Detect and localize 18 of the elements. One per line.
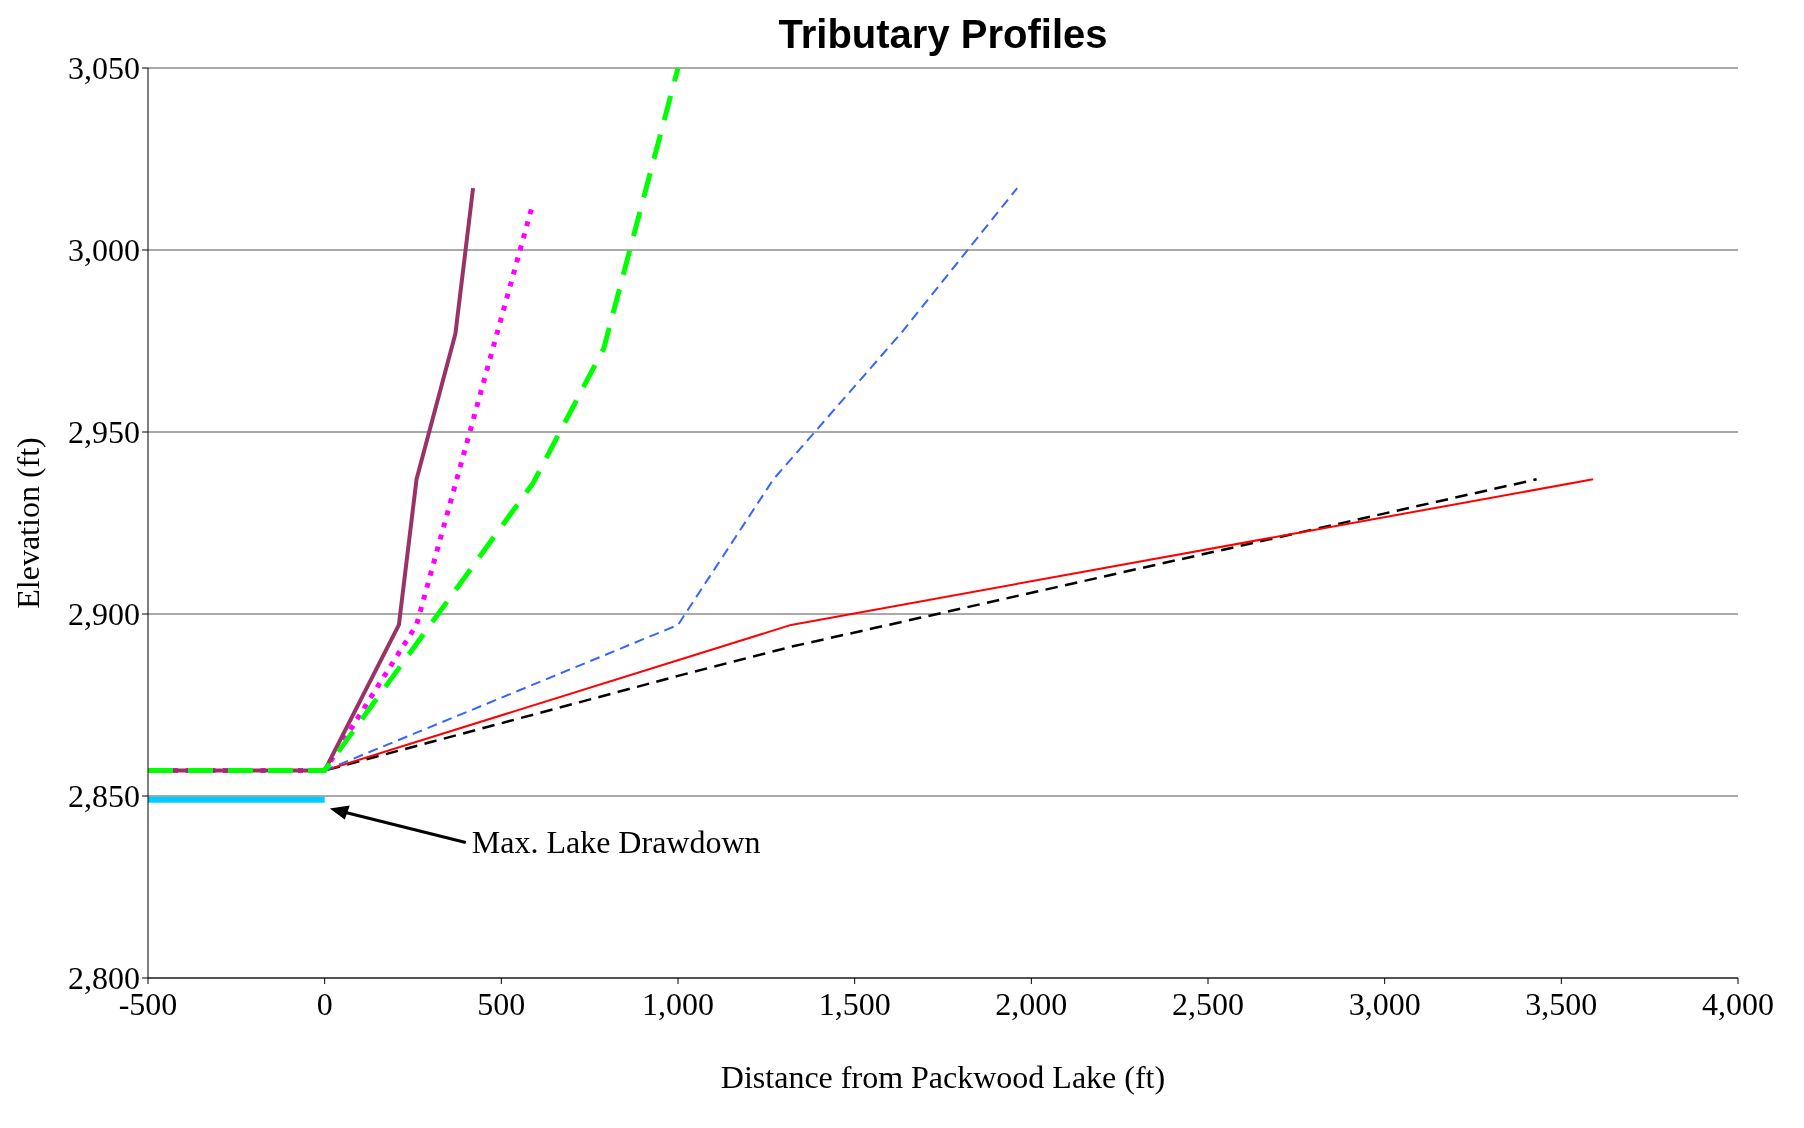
annotation: Max. Lake Drawdown	[471, 823, 761, 860]
x-tick-label: 1,500	[818, 985, 891, 1022]
chart-title: Tributary Profiles	[777, 12, 1109, 57]
y-tick-label: 3,000	[68, 232, 140, 269]
y-tick-label: 2,850	[68, 778, 140, 815]
x-tick-label: 1,000	[642, 985, 714, 1022]
x-tick-label: 500	[477, 985, 526, 1022]
x-tick-label: 4,000	[1702, 985, 1774, 1022]
x-tick-label: 0	[316, 985, 333, 1022]
y-tick-label: 2,950	[68, 414, 140, 451]
x-tick-label: 2,500	[1172, 985, 1244, 1022]
x-tick-label: 2,000	[995, 985, 1068, 1022]
x-axis-title: Distance from Packwood Lake (ft)	[720, 1059, 1166, 1095]
y-tick-label: 2,900	[68, 596, 140, 633]
x-tick-label: 3,500	[1525, 985, 1598, 1022]
x-tick-label: 3,000	[1348, 985, 1421, 1022]
y-tick-label: 3,050	[68, 50, 140, 87]
y-axis-title: Elevation (ft)	[10, 437, 47, 609]
